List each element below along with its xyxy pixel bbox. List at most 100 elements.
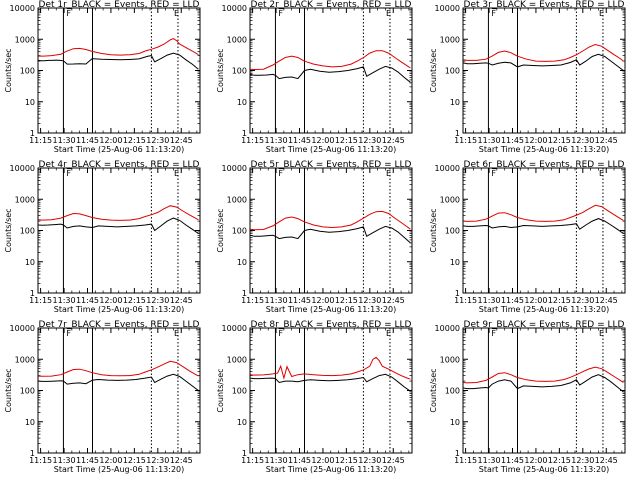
plot-frame [462,7,626,134]
y-tick-label: 100 [445,227,460,236]
x-tick-label: 11:15 [29,136,52,145]
marker-e: E [599,9,604,18]
events-series-line [250,65,411,83]
panel-title: Det 7r_BLACK = Events, RED = LLD [39,320,200,330]
events-series-line [463,374,624,393]
x-tick-label: 12:15 [123,136,146,145]
x-tick-label: 12:45 [170,296,193,305]
y-tick-label: 10 [25,98,35,107]
y-tick-label: 10 [25,418,35,427]
y-tick-label: 100 [20,387,35,396]
x-tick-label: 11:45 [501,456,524,465]
x-tick-label: 11:30 [265,456,288,465]
panel-5: Det 5r_BLACK = Events, RED = LLD 1 10 100 10… [216,160,413,314]
panel-title: Det 8r_BLACK = Events, RED = LLD [251,320,412,330]
y-tick-label: 10000 [222,164,247,173]
y-tick-label: 10 [237,258,247,267]
x-tick-label: 12:15 [548,136,571,145]
x-tick-label: 11:15 [29,456,52,465]
x-tick-label: 11:45 [288,136,311,145]
x-tick-label: 12:00 [99,136,122,145]
y-tick-label: 10000 [435,164,460,173]
marker-e: E [174,9,179,18]
x-tick-label: 11:45 [76,136,99,145]
x-tick-label: 11:15 [454,456,477,465]
marker-f: F [278,169,283,178]
panel-7: Det 7r_BLACK = Events, RED = LLD 1 10 100 10… [4,320,201,474]
y-tick-label: 10000 [435,324,460,333]
x-tick-label: 11:45 [288,456,311,465]
y-tick-label: 1 [30,449,35,458]
x-tick-label: 11:30 [478,456,501,465]
y-tick-label: 100 [20,227,35,236]
x-tick-label: 12:00 [311,456,334,465]
panel-2: Det 2r_BLACK = Events, RED = LLD 1 10 100 10… [216,0,413,154]
x-tick-label: 11:15 [454,136,477,145]
marker-e: E [386,169,391,178]
marker-f: F [278,9,283,18]
plot-frame [37,167,201,294]
x-tick-label: 11:30 [53,136,76,145]
y-axis-label: Counts/sec [429,368,438,412]
x-tick-label: 11:30 [265,136,288,145]
y-tick-label: 1 [455,449,460,458]
y-axis-label: Counts/sec [216,368,225,412]
marker-e: E [386,329,391,338]
x-tick-label: 12:15 [335,136,358,145]
marker-e: E [599,329,604,338]
y-tick-label: 10 [450,258,460,267]
y-tick-label: 100 [445,387,460,396]
panel-title: Det 9r_BLACK = Events, RED = LLD [464,320,625,330]
x-tick-label: 11:45 [76,296,99,305]
lld-series-line [38,360,199,377]
marker-f: F [66,329,71,338]
plot-frame [37,7,201,134]
y-axis-label: Counts/sec [429,48,438,92]
marker-e: E [386,9,391,18]
x-tick-label: 12:15 [335,296,358,305]
marker-f: F [278,329,283,338]
y-tick-label: 1 [30,289,35,298]
x-tick-label: 12:15 [548,456,571,465]
x-tick-label: 12:30 [571,456,594,465]
panel-1: Det 1r_BLACK = Events, RED = LLD 1 10 100 10… [4,0,201,154]
x-tick-label: 12:45 [382,136,405,145]
events-series-line [38,52,199,70]
x-tick-label: 12:45 [382,296,405,305]
lld-series-line [38,38,199,57]
lld-series-line [38,205,199,221]
x-tick-label: 12:00 [524,456,547,465]
y-tick-label: 1000 [15,35,35,44]
x-tick-label: 11:45 [288,296,311,305]
x-tick-label: 12:00 [99,296,122,305]
y-tick-label: 1 [242,129,247,138]
y-tick-label: 100 [232,387,247,396]
panel-title: Det 2r_BLACK = Events, RED = LLD [251,0,412,10]
x-tick-label: 11:15 [241,136,264,145]
y-tick-label: 1 [242,289,247,298]
lld-series-line [250,50,411,71]
plot-frame [249,7,413,134]
panel-6: Det 6r_BLACK = Events, RED = LLD 1 10 100 10… [429,160,626,314]
panel-4: Det 4r_BLACK = Events, RED = LLD 1 10 100 10… [4,160,201,314]
panel-3: Det 3r_BLACK = Events, RED = LLD 1 10 100 10… [429,0,626,154]
events-series-line [463,218,624,234]
y-axis-label: Counts/sec [4,368,13,412]
x-tick-label: 12:00 [524,296,547,305]
x-tick-label: 11:45 [76,456,99,465]
lld-series-line [463,366,624,384]
y-axis-label: Counts/sec [216,48,225,92]
panel-title: Det 6r_BLACK = Events, RED = LLD [464,160,625,170]
y-tick-label: 10 [450,418,460,427]
x-axis-label: Start Time (25-Aug-06 11:13:20) [54,145,185,154]
plot-frame [37,327,201,454]
y-tick-label: 1000 [440,355,460,364]
lld-series-line [463,43,624,62]
panel-title: Det 3r_BLACK = Events, RED = LLD [464,0,625,10]
x-tick-label: 11:15 [29,296,52,305]
y-tick-label: 1000 [15,355,35,364]
x-tick-label: 12:30 [146,296,169,305]
x-tick-label: 12:30 [358,296,381,305]
y-tick-label: 100 [445,67,460,76]
x-tick-label: 11:15 [241,456,264,465]
